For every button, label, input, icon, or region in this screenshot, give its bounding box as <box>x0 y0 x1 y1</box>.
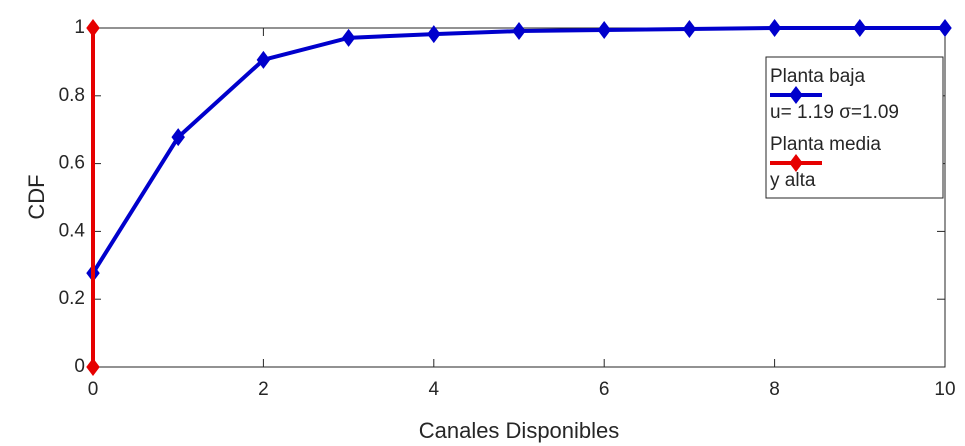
data-point <box>938 19 952 37</box>
y-tick-label: 0.8 <box>59 85 85 106</box>
legend-label-line: Planta baja <box>770 66 866 87</box>
data-point <box>86 19 100 37</box>
data-point <box>256 50 271 69</box>
y-tick-label: 0.4 <box>59 220 86 241</box>
x-tick-label: 0 <box>88 379 99 400</box>
legend-box <box>765 56 944 199</box>
x-tick-label: 4 <box>429 379 440 400</box>
legend-label: Planta baja u= 1.19 σ=1.09 <box>770 66 899 123</box>
x-tick-label: 2 <box>258 379 269 400</box>
data-point <box>171 128 185 147</box>
y-tick-label: 0.6 <box>59 153 85 174</box>
y-tick-label: 0.2 <box>59 288 85 309</box>
data-point <box>512 22 526 41</box>
data-point <box>427 25 441 44</box>
x-tick-label: 6 <box>599 379 610 400</box>
data-point <box>767 19 782 37</box>
x-tick-label: 8 <box>769 379 780 400</box>
legend-marker <box>789 154 803 172</box>
legend-label: Planta media y alta <box>770 134 881 191</box>
legend-label-line: y alta <box>770 170 816 191</box>
legend-label-line: Planta media <box>770 134 881 155</box>
x-axis-title: Canales Disponibles <box>419 418 620 443</box>
x-tick-label: 10 <box>934 379 955 400</box>
data-point <box>853 19 867 37</box>
legend-marker <box>789 86 803 104</box>
y-tick-label: 1 <box>74 17 85 38</box>
data-point <box>682 20 697 39</box>
legend-label-line: u= 1.19 σ=1.09 <box>770 102 899 123</box>
y-tick-label: 0 <box>74 356 85 377</box>
data-point <box>86 358 100 376</box>
data-point <box>597 21 611 40</box>
data-point <box>341 28 356 47</box>
y-axis-title: CDF <box>24 174 49 219</box>
